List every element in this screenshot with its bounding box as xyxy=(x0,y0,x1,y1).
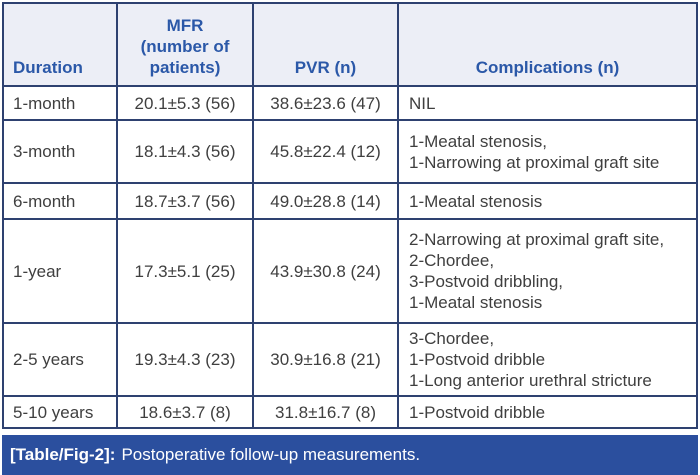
cell-mfr: 20.1±5.3 (56) xyxy=(116,85,254,121)
cell-mfr: 18.6±3.7 (8) xyxy=(116,395,254,429)
followup-measurements-table: Duration MFR (number of patients) PVR (n… xyxy=(2,2,698,429)
cell-mfr: 17.3±5.1 (25) xyxy=(116,218,254,324)
table-caption: [Table/Fig-2]: Postoperative follow-up m… xyxy=(2,435,698,475)
cell-pvr: 49.0±28.8 (14) xyxy=(252,182,399,220)
column-header-complications: Complications (n) xyxy=(397,2,698,87)
column-header-mfr: MFR (number of patients) xyxy=(116,2,254,87)
table-row: 6-month 18.7±3.7 (56) 49.0±28.8 (14) 1-M… xyxy=(2,182,698,220)
cell-mfr: 18.1±4.3 (56) xyxy=(116,119,254,184)
cell-duration: 1-month xyxy=(2,85,118,121)
table-row: 1-year 17.3±5.1 (25) 43.9±30.8 (24) 2-Na… xyxy=(2,218,698,324)
cell-mfr: 18.7±3.7 (56) xyxy=(116,182,254,220)
cell-complications: NIL xyxy=(397,85,698,121)
cell-complications: 1-Meatal stenosis, 1-Narrowing at proxim… xyxy=(397,119,698,184)
cell-duration: 5-10 years xyxy=(2,395,118,429)
cell-pvr: 31.8±16.7 (8) xyxy=(252,395,399,429)
cell-duration: 2-5 years xyxy=(2,322,118,397)
column-header-duration: Duration xyxy=(2,2,118,87)
caption-label: [Table/Fig-2]: xyxy=(10,445,116,464)
cell-complications: 2-Narrowing at proximal graft site, 2-Ch… xyxy=(397,218,698,324)
cell-complications: 1-Meatal stenosis xyxy=(397,182,698,220)
cell-mfr: 19.3±4.3 (23) xyxy=(116,322,254,397)
cell-pvr: 38.6±23.6 (47) xyxy=(252,85,399,121)
table-row: 2-5 years 19.3±4.3 (23) 30.9±16.8 (21) 3… xyxy=(2,322,698,397)
caption-text: Postoperative follow-up measurements. xyxy=(121,445,421,464)
cell-pvr: 45.8±22.4 (12) xyxy=(252,119,399,184)
cell-pvr: 43.9±30.8 (24) xyxy=(252,218,399,324)
cell-complications: 3-Chordee, 1-Postvoid dribble 1-Long ant… xyxy=(397,322,698,397)
table-row: 3-month 18.1±4.3 (56) 45.8±22.4 (12) 1-M… xyxy=(2,119,698,184)
cell-complications: 1-Postvoid dribble xyxy=(397,395,698,429)
cell-duration: 3-month xyxy=(2,119,118,184)
cell-duration: 1-year xyxy=(2,218,118,324)
cell-duration: 6-month xyxy=(2,182,118,220)
table-header-row: Duration MFR (number of patients) PVR (n… xyxy=(2,2,698,87)
column-header-pvr: PVR (n) xyxy=(252,2,399,87)
cell-pvr: 30.9±16.8 (21) xyxy=(252,322,399,397)
table-row: 5-10 years 18.6±3.7 (8) 31.8±16.7 (8) 1-… xyxy=(2,395,698,429)
table-row: 1-month 20.1±5.3 (56) 38.6±23.6 (47) NIL xyxy=(2,85,698,121)
